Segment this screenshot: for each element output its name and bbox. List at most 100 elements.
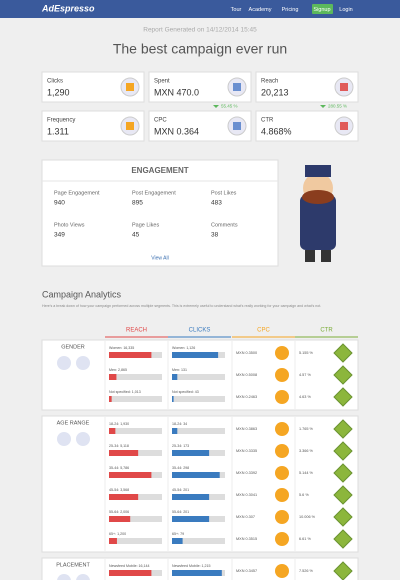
reach-label: Newsfeed Mobile: 16,144 [109,564,150,568]
stat-value: 349 [54,232,65,239]
bar-track [172,428,225,434]
reach-bar [109,374,117,380]
bar-track [109,374,162,380]
column-header: REACH [126,328,147,334]
segment-avatar [57,356,71,370]
change-arrow [213,105,219,108]
cpc-dot [275,466,289,480]
stat-value: 45 [132,232,140,239]
reach-label: 65+: 1,200 [109,532,126,536]
nav-link[interactable]: Login [339,7,352,13]
ctr-diamond [333,343,353,363]
clicks-label: 45-54: 201 [172,488,189,492]
reach-bar [109,494,139,500]
cpc-dot [275,510,289,524]
segment-avatar [76,432,90,446]
clicks-bar [172,428,178,434]
clicks-label: 25-34: 173 [172,444,189,448]
kpi-icon-art [233,83,241,91]
cpc-dot [275,390,289,404]
nav-link[interactable]: Academy [249,7,272,13]
reach-label: Men: 2,865 [109,368,127,372]
bar-track [172,396,225,402]
kpi-label: Clicks [47,79,63,85]
kpi-icon-art [340,122,348,130]
kpi-icon-art [233,122,241,130]
kpi-change: 55.45 % [221,104,238,109]
reach-label: Not specified: 1,013 [109,390,141,394]
cpc-dot [275,444,289,458]
clicks-bar [172,494,210,500]
cpc-label: MXN 0.3335 [236,449,257,453]
clicks-bar [172,472,220,478]
segment-avatar [57,574,71,580]
ctr-label: 1.765 % [299,427,314,431]
reach-bar [109,450,139,456]
reach-bar [109,538,117,544]
segment-avatar [57,432,71,446]
kpi-value: 1.311 [47,126,69,136]
ctr-diamond [333,441,353,461]
clicks-label: Men: 131 [172,368,187,372]
bar-track [109,396,162,402]
ctr-label: 5.155 % [299,351,314,355]
kpi-value: 1,290 [47,87,70,97]
bar-track [172,538,225,544]
ctr-label: 3.366 % [299,449,314,453]
reach-bar [109,396,112,402]
report-date: Report Generated on 14/12/2014 15:45 [143,27,257,34]
clicks-label: 55-64: 201 [172,510,189,514]
stat-label: Post Likes [211,190,237,196]
column-header: CTR [320,328,333,334]
kpi-change: 280.55 % [328,104,347,109]
clicks-label: 35-44: 298 [172,466,189,470]
cpc-dot [275,346,289,360]
ctr-label: 6.61 % [299,537,311,541]
clicks-label: Women: 1,126 [172,346,195,350]
clicks-bar [172,450,210,456]
clicks-bar [172,516,210,522]
nav-link[interactable]: Pricing [282,7,299,13]
cpc-label: MXN 0.3500 [236,351,257,355]
engagement-card [41,159,279,267]
clicks-bar [172,570,222,576]
bar-track [172,374,225,380]
ctr-diamond [333,529,353,549]
kpi-card [41,71,145,103]
change-arrow [320,105,326,108]
bar-track [109,428,162,434]
segment-label: GENDER [61,344,85,350]
kpi-label: Frequency [47,118,75,124]
kpi-icon-art [340,83,348,91]
kpi-label: Reach [261,79,278,85]
segment-label: PLACEMENT [56,562,90,568]
stat-value: 940 [54,200,65,207]
kpi-label: Spent [154,79,170,85]
clicks-label: Not specified: 43 [172,390,199,394]
nav-link[interactable]: Signup [313,7,330,13]
page-title: The best campaign ever run [113,41,287,57]
reach-bar [109,352,152,358]
stat-value: 483 [211,200,222,207]
brand[interactable]: AdEspresso [41,3,95,13]
cpc-label: MXN 0.2463 [236,395,257,399]
ctr-diamond [333,485,353,505]
ctr-diamond [333,365,353,385]
stat-label: Page Engagement [54,190,100,196]
stat-value: 895 [132,200,143,207]
ctr-label: 5.144 % [299,471,314,475]
column-header: CLICKS [189,328,211,334]
ctr-label: 5.6 % [299,493,309,497]
segment-label: AGE RANGE [57,420,90,426]
navbar [0,0,400,18]
reach-bar [109,570,152,576]
clicks-label: 18-24: 34 [172,422,187,426]
reach-label: 35-44: 5,786 [109,466,129,470]
kpi-value: MXN 470.0 [154,87,199,97]
nav-link[interactable]: Tour [231,7,242,13]
cpc-label: MXN 0.3041 [236,493,257,497]
signup-button[interactable] [312,4,333,14]
kpi-label: CTR [261,118,274,124]
view-all-link[interactable]: View All [151,255,168,261]
